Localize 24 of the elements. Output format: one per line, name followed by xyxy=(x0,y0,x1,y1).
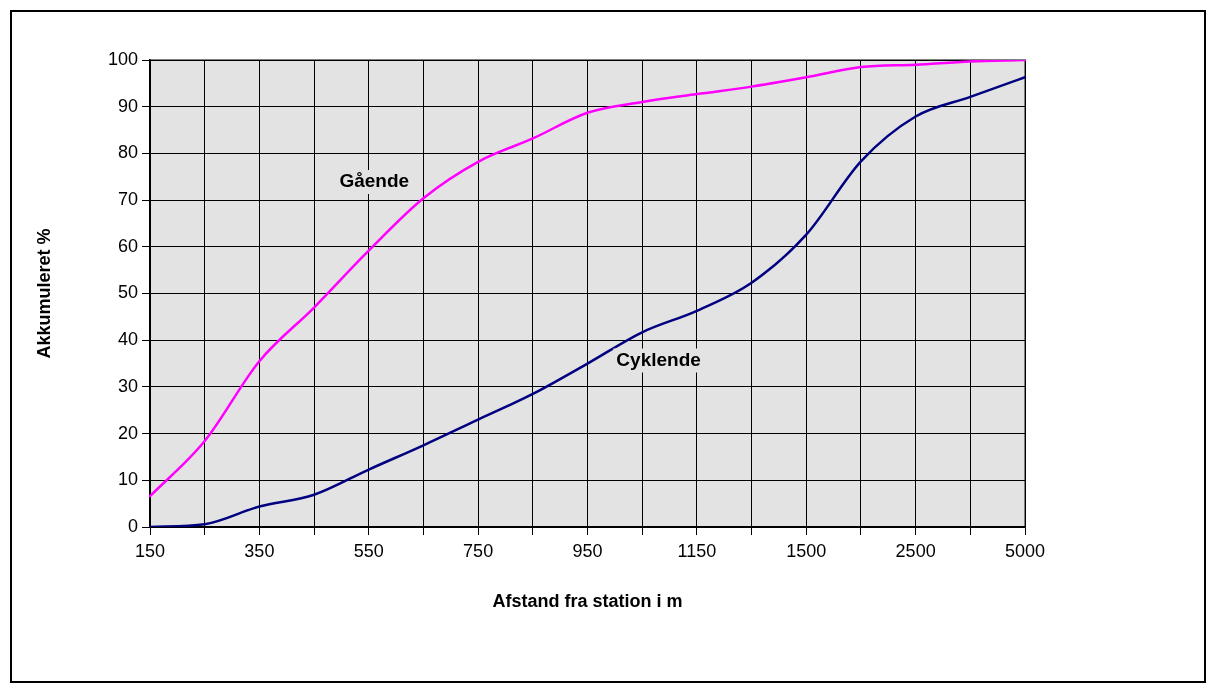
y-tick-label: 40 xyxy=(117,329,138,350)
x-tick-label: 1150 xyxy=(677,540,717,561)
x-axis-title: Afstand fra station i m xyxy=(492,591,683,612)
y-tick-label: 50 xyxy=(117,282,138,303)
y-tick-label: 10 xyxy=(117,469,138,490)
x-tick-label: 350 xyxy=(244,540,275,561)
x-tick-label: 1500 xyxy=(786,540,827,561)
y-tick-label: 0 xyxy=(127,515,138,536)
y-tick-label: 80 xyxy=(117,142,138,163)
series-label: Cyklende xyxy=(616,348,701,370)
x-tick-label: 550 xyxy=(353,540,384,561)
y-tick-label: 100 xyxy=(107,48,138,69)
series-label: Gående xyxy=(339,170,410,192)
y-tick-label: 20 xyxy=(117,422,138,443)
y-tick-label: 70 xyxy=(117,189,138,210)
y-tick-label: 60 xyxy=(117,235,138,256)
y-axis-title: Akkumuleret % xyxy=(33,228,54,359)
x-tick-label: 950 xyxy=(572,540,603,561)
y-tick-label: 30 xyxy=(117,375,138,396)
x-tick-label: 2500 xyxy=(895,540,936,561)
y-tick-label: 90 xyxy=(117,95,138,116)
x-tick-label: 5000 xyxy=(1004,540,1046,561)
x-tick-label: 150 xyxy=(134,540,166,561)
x-tick-label: 750 xyxy=(463,540,494,561)
